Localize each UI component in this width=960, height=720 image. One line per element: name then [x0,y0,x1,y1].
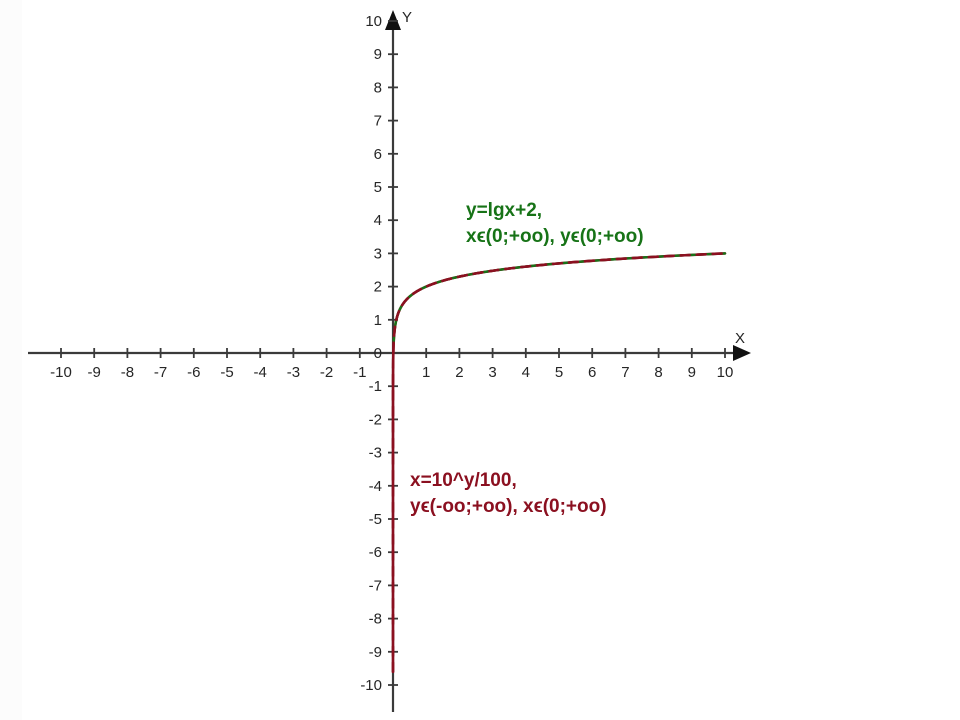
x-tick-label: 1 [422,364,430,381]
x-tick-label: 6 [588,364,596,381]
y-tick-label: -5 [369,511,382,528]
annotation-red-line2: yϵ(-oo;+oo), xϵ(0;+oo) [410,496,607,517]
y-tick-label: -10 [360,677,382,694]
y-tick-label: -1 [369,378,382,395]
x-tick-label: -7 [154,364,167,381]
y-tick-label: 10 [365,13,382,30]
x-tick-label: -3 [287,364,300,381]
annotation-green-function: y=lgx+2, xϵ(0;+oo), yϵ(0;+oo) [466,198,644,250]
x-tick-label: -4 [254,364,267,381]
y-tick-label: 0 [374,345,382,362]
x-tick-label: 3 [488,364,496,381]
x-tick-label: -9 [88,364,101,381]
x-axis-title: X [735,330,745,347]
annotation-red-line1: x=10^y/100, [410,470,517,491]
y-tick-label: 5 [374,179,382,196]
y-tick-label: 7 [374,113,382,130]
x-tick-label: 2 [455,364,463,381]
y-tick-label: -6 [369,544,382,561]
x-tick-label: -5 [220,364,233,381]
curve-red-overlay [391,252,727,674]
y-tick-label: 3 [374,245,382,262]
x-tick-label: 7 [621,364,629,381]
y-tick-label: -4 [369,478,382,495]
y-tick-label: -8 [369,611,382,628]
y-tick-label: 9 [374,46,382,63]
y-tick-label: -2 [369,411,382,428]
tick-labels-group: -10 -9 -8 -7 -6 -5 -4 -3 -2 -1 1 2 3 4 5 6 7 8 9 10-10-9-8-… [50,13,733,694]
x-tick-label: 8 [654,364,662,381]
x-tick-label: -2 [320,364,333,381]
curve-green-log [392,252,727,344]
tick-marks-group [60,20,726,686]
annotation-green-line1: y=lgx+2, [466,200,543,221]
y-axis-arrowhead [385,10,401,30]
x-tick-label: -8 [121,364,134,381]
y-tick-label: -7 [369,577,382,594]
x-tick-label: 4 [522,364,530,381]
left-margin-strip [0,0,22,720]
y-tick-label: 6 [374,146,382,163]
curve-red-inverse [391,252,727,674]
axis-titles-group: XY [402,9,745,347]
annotation-green-line2: xϵ(0;+oo), yϵ(0;+oo) [466,226,644,247]
x-tick-label: 10 [717,364,734,381]
y-tick-label: 1 [374,312,382,329]
x-tick-label: 5 [555,364,563,381]
y-tick-label: -3 [369,445,382,462]
x-tick-label: -6 [187,364,200,381]
x-tick-label: -1 [353,364,366,381]
y-tick-label: 8 [374,79,382,96]
x-tick-label: 9 [688,364,696,381]
y-tick-label: 4 [374,212,382,229]
x-tick-label: -10 [50,364,72,381]
curves-group [391,252,727,674]
annotation-red-function: x=10^y/100, yϵ(-oo;+oo), xϵ(0;+oo) [410,468,607,520]
axes-group [28,10,751,712]
y-axis-title: Y [402,9,412,26]
y-tick-label: 2 [374,279,382,296]
x-axis-arrowhead [733,345,751,361]
y-tick-label: -9 [369,644,382,661]
